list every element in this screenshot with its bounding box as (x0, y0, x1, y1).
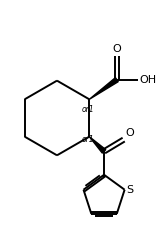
Text: OH: OH (139, 75, 156, 85)
Text: S: S (127, 185, 134, 195)
Polygon shape (89, 78, 118, 99)
Text: or1: or1 (81, 135, 94, 144)
Polygon shape (89, 137, 106, 153)
Text: or1: or1 (81, 105, 94, 114)
Text: O: O (126, 128, 134, 138)
Text: O: O (112, 44, 121, 54)
